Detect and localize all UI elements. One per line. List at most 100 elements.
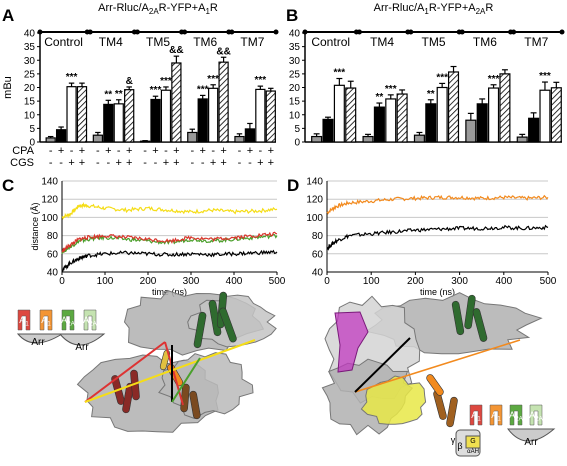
cpa-sign: - — [259, 145, 263, 157]
cgs-sign: - — [96, 157, 100, 169]
cpa-sign: - — [238, 145, 242, 157]
bar — [92, 134, 104, 143]
x-tick-label: 500 — [540, 276, 557, 287]
arrestin-label: Arr — [75, 342, 89, 353]
cpa-sign: + — [126, 145, 132, 157]
y-tick-label: 35 — [289, 42, 301, 53]
cpa-label: CPA — [12, 145, 34, 157]
y-tick-label: 30 — [289, 56, 301, 67]
receptor-label: A1 — [471, 410, 481, 423]
chart-title: Arr-Rluc/A2AR-YFP+A1R — [98, 2, 218, 16]
y-tick-label: 40 — [24, 29, 36, 40]
panel-c: C4060801001201400100200300400500time (ns… — [2, 176, 286, 297]
y-tick-label: 15 — [289, 97, 301, 108]
helix-orange — [426, 374, 444, 396]
bar — [76, 86, 88, 143]
arrestin-icon — [506, 428, 556, 442]
x-tick-label: 200 — [407, 276, 424, 287]
bar — [113, 103, 124, 143]
y-tick-label: 15 — [24, 97, 36, 108]
bar — [476, 103, 488, 143]
bar — [385, 98, 397, 143]
group-label: Control — [44, 35, 83, 49]
cgs-sign: + — [163, 157, 169, 169]
bar — [322, 118, 334, 143]
bar — [218, 61, 229, 143]
cgs-sign: - — [143, 157, 147, 169]
x-tick-label: 100 — [97, 276, 114, 287]
helix-green — [451, 300, 465, 336]
receptor-label: A1 — [491, 410, 501, 423]
bar — [516, 136, 528, 143]
cpa-sign: - — [70, 145, 74, 157]
y-tick-label: 40 — [47, 268, 59, 279]
y-tick-label: 40 — [312, 268, 324, 279]
significance-mark: *** — [436, 72, 448, 83]
group-label: TM6 — [193, 35, 217, 49]
significance-mark: && — [169, 45, 183, 56]
significance-mark: ** — [104, 89, 112, 100]
structure-c: A1 A1 A2A A2A Arr Arr — [16, 289, 277, 433]
helix-green — [219, 307, 237, 343]
y-tick-label: 5 — [29, 124, 35, 135]
x-tick-label: 400 — [495, 276, 512, 287]
receptor-label: A2A — [509, 410, 524, 423]
distance-line-black — [354, 337, 411, 393]
bar — [244, 128, 256, 143]
cgs-sign: - — [238, 157, 242, 169]
cgs-sign: - — [59, 157, 63, 169]
bar — [447, 71, 460, 143]
receptor-icon — [489, 404, 503, 426]
cgs-sign: + — [126, 157, 132, 169]
bar — [66, 86, 77, 143]
y-tick-label: 35 — [24, 42, 36, 53]
y-axis-label: distance (Å) — [30, 202, 40, 250]
cgs-sign: + — [68, 157, 74, 169]
series-line-black — [326, 224, 549, 251]
y-tick-label: 140 — [306, 177, 323, 188]
x-tick-label: 300 — [451, 276, 468, 287]
receptor-icon — [529, 404, 543, 426]
helix-brown — [189, 390, 201, 420]
group-divider-dot — [273, 29, 279, 35]
distance-line-yellow — [84, 339, 256, 403]
y-axis-label: mBu — [2, 76, 14, 99]
y-tick-label: 80 — [47, 231, 59, 242]
panel-label: B — [286, 6, 298, 25]
panel-label: A — [2, 6, 14, 25]
helix-green — [193, 311, 207, 349]
significance-mark: *** — [334, 68, 346, 79]
receptor-label: A2A — [61, 315, 76, 328]
cgs-sign: - — [201, 157, 205, 169]
distance-line-red — [84, 341, 166, 403]
group-divider-dot — [134, 29, 140, 35]
g-alpha-icon — [465, 435, 481, 449]
series-line-orange — [326, 194, 549, 215]
bar — [160, 89, 172, 143]
series-line-green — [61, 233, 278, 254]
bar — [528, 117, 540, 143]
y-tick-label: 30 — [24, 56, 36, 67]
cgs-label: CGS — [10, 157, 34, 169]
bar — [124, 89, 135, 143]
group-divider-dot — [356, 29, 362, 35]
bar — [197, 98, 208, 143]
helix-red — [122, 382, 134, 414]
significance-mark: *** — [160, 76, 172, 87]
bar — [396, 93, 408, 143]
bar — [265, 90, 276, 143]
panel-d: D 40 60 80 100 120 140 0 100 200 300 400 500 time (ns… — [287, 176, 557, 297]
receptor-label: A2A — [83, 315, 98, 328]
distance-line-green — [171, 357, 201, 403]
receptor-label: A2A — [529, 410, 544, 423]
y-tick-label: 80 — [312, 231, 324, 242]
cpa-sign: - — [117, 145, 121, 157]
x-tick-label: 0 — [324, 276, 330, 287]
cpa-sign: + — [152, 145, 158, 157]
group-label: TM5 — [422, 35, 446, 49]
cgs-sign: - — [190, 157, 194, 169]
group-label: TM6 — [473, 35, 497, 49]
bar — [373, 106, 385, 143]
bar — [311, 135, 323, 143]
bar — [550, 87, 562, 143]
